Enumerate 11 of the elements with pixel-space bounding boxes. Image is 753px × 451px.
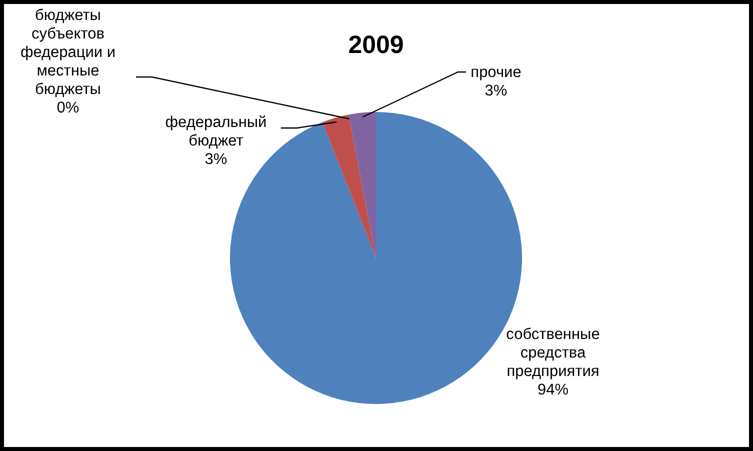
chart-title: 2009 bbox=[348, 31, 404, 59]
slice-label: федеральный бюджет bbox=[165, 114, 267, 150]
data-label: 94% bbox=[537, 382, 569, 398]
category-label: бюджеты субъектов федерации и местные бюджеты bbox=[20, 7, 116, 98]
slice-label: прочие bbox=[470, 64, 522, 81]
pie-slice bbox=[348, 112, 376, 258]
text: 0% bbox=[56, 100, 80, 116]
data-label: 3% bbox=[484, 82, 508, 100]
slice-label: собственные средства предприятия bbox=[506, 326, 600, 380]
data-label: 3% bbox=[204, 151, 228, 168]
pie-slice bbox=[322, 114, 376, 258]
